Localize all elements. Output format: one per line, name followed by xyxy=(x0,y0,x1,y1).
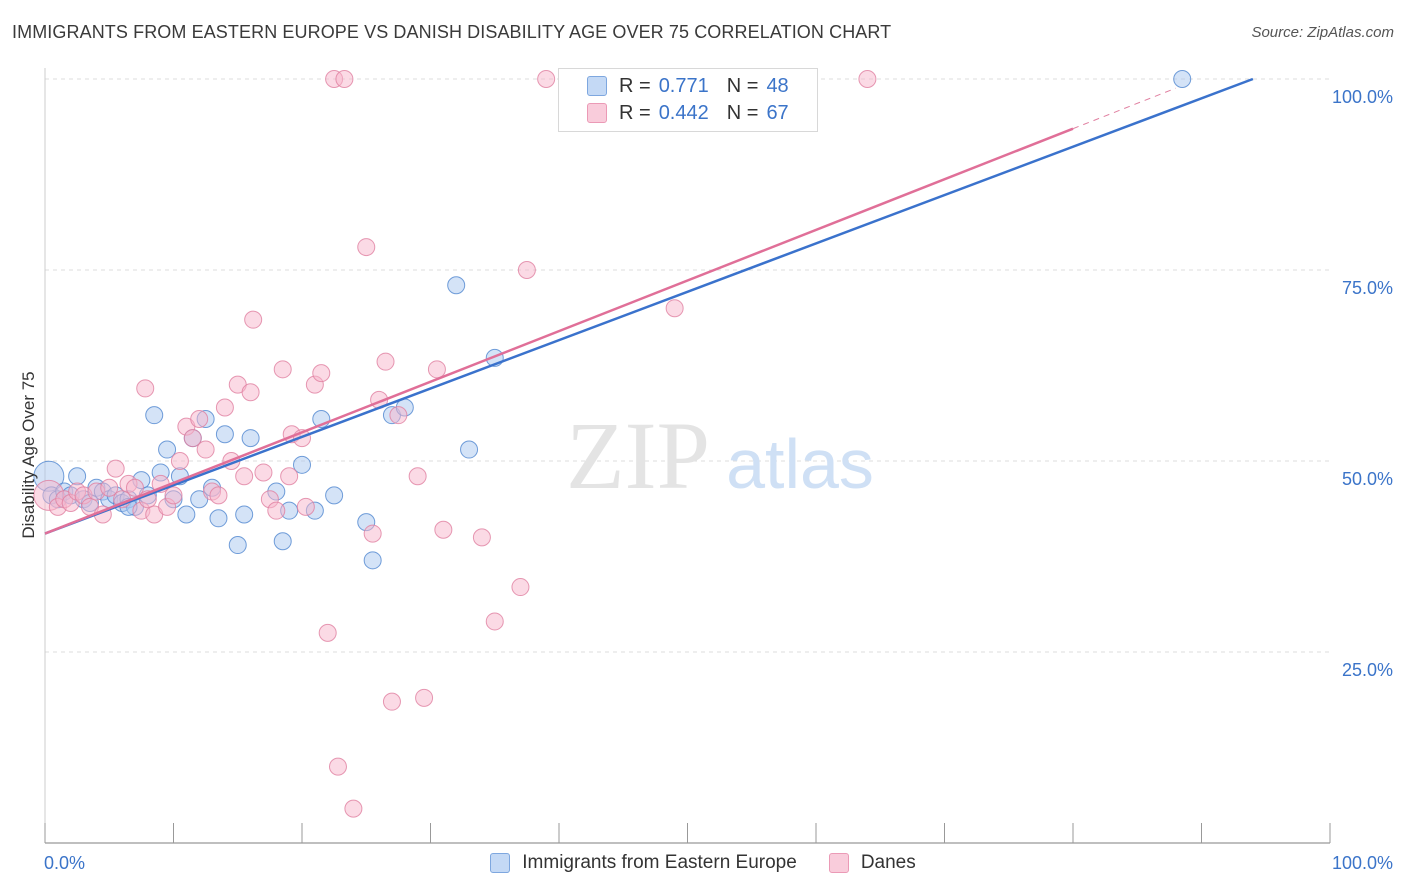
chart-title: IMMIGRANTS FROM EASTERN EUROPE VS DANISH… xyxy=(12,22,892,42)
point-danes xyxy=(344,799,363,818)
point-immigrants xyxy=(447,276,466,295)
y-tick-label: 25.0% xyxy=(1342,660,1393,680)
legend-swatch-pink xyxy=(587,103,607,123)
x-tick-label: 100.0% xyxy=(1332,853,1393,873)
point-danes xyxy=(517,261,536,279)
point-danes xyxy=(511,578,530,597)
point-danes xyxy=(335,70,354,88)
point-danes xyxy=(376,352,395,371)
point-danes xyxy=(136,379,155,398)
legend-item-immigrants: Immigrants from Eastern Europe xyxy=(490,852,797,874)
trend-extension-danes xyxy=(1072,87,1176,130)
r-value: 0.771 xyxy=(658,74,709,97)
legend-swatch-pink xyxy=(828,853,849,873)
point-danes xyxy=(183,429,202,448)
legend-item-danes: Danes xyxy=(828,852,916,874)
watermark: ZIP atlas xyxy=(566,402,874,509)
legend-row-blue: R = 0.771 N = 48 xyxy=(587,74,789,98)
legend-label: Immigrants from Eastern Europe xyxy=(522,852,797,873)
r-label: R = xyxy=(619,101,651,124)
point-danes xyxy=(357,238,376,257)
legend-swatch-blue xyxy=(490,853,511,873)
point-immigrants xyxy=(215,425,234,444)
point-immigrants xyxy=(209,509,228,528)
point-immigrants xyxy=(235,505,254,524)
n-value: 67 xyxy=(766,101,789,124)
point-danes xyxy=(415,688,434,707)
trend-lines xyxy=(44,77,1254,535)
r-label: R = xyxy=(619,74,651,97)
point-danes xyxy=(296,497,315,516)
point-danes xyxy=(170,452,189,470)
point-immigrants xyxy=(273,532,292,551)
y-axis-label: Disability Age Over 75 xyxy=(19,371,38,538)
point-danes xyxy=(125,478,144,497)
point-danes xyxy=(196,440,215,459)
point-danes xyxy=(215,398,234,417)
point-danes xyxy=(363,524,382,543)
point-danes xyxy=(389,406,408,425)
point-danes xyxy=(434,520,453,539)
point-danes xyxy=(382,692,401,711)
y-tick-label: 75.0% xyxy=(1342,278,1393,298)
point-danes xyxy=(190,409,209,428)
point-immigrants xyxy=(363,551,382,570)
series-legend: Immigrants from Eastern Europe Danes xyxy=(0,852,1406,874)
point-danes xyxy=(312,364,331,383)
r-value: 0.442 xyxy=(658,101,709,124)
point-danes xyxy=(106,459,125,478)
point-danes xyxy=(472,528,491,547)
trend-line-immigrants xyxy=(44,77,1254,535)
trend-line-danes xyxy=(44,127,1074,535)
point-danes xyxy=(209,486,228,505)
point-immigrants xyxy=(68,467,87,486)
point-danes xyxy=(537,70,556,88)
point-immigrants xyxy=(325,486,344,505)
y-tick-label: 50.0% xyxy=(1342,469,1393,489)
axes xyxy=(44,68,1331,844)
point-danes xyxy=(267,501,286,520)
point-danes xyxy=(241,383,260,402)
point-immigrants xyxy=(293,455,311,474)
point-danes xyxy=(164,486,183,505)
watermark-zip: ZIP xyxy=(566,402,710,509)
y-tick-label: 100.0% xyxy=(1332,87,1393,107)
point-immigrants xyxy=(241,429,260,448)
n-value: 48 xyxy=(766,74,789,97)
point-danes xyxy=(235,467,254,486)
grid-lines xyxy=(45,78,1330,653)
x-tick-label: 0.0% xyxy=(44,853,85,873)
point-immigrants xyxy=(145,406,164,425)
watermark-atlas: atlas xyxy=(726,425,874,503)
point-danes xyxy=(100,478,119,497)
correlation-legend: R = 0.771 N = 48 R = 0.442 N = 67 xyxy=(558,68,818,132)
tick-labels: 25.0% 50.0% 75.0% 100.0% 0.0% 100.0% xyxy=(44,87,1393,873)
legend-row-pink: R = 0.442 N = 67 xyxy=(587,101,789,125)
point-danes xyxy=(254,463,273,482)
point-immigrants xyxy=(1173,70,1192,88)
point-danes xyxy=(280,467,299,486)
point-immigrants xyxy=(228,536,247,555)
point-danes xyxy=(318,623,337,642)
point-danes xyxy=(858,70,877,88)
point-danes xyxy=(273,360,292,379)
point-danes xyxy=(244,310,263,329)
point-immigrants xyxy=(177,505,196,524)
n-label: N = xyxy=(726,74,759,97)
point-immigrants xyxy=(158,440,177,459)
point-danes xyxy=(408,467,427,486)
source-label: Source: ZipAtlas.com xyxy=(1251,24,1394,41)
point-danes xyxy=(485,612,504,631)
n-label: N = xyxy=(726,101,759,124)
point-danes xyxy=(665,299,684,318)
point-danes xyxy=(427,360,446,379)
point-danes xyxy=(328,757,347,776)
legend-label: Danes xyxy=(860,852,916,873)
legend-swatch-blue xyxy=(587,76,607,96)
point-immigrants xyxy=(460,440,479,459)
